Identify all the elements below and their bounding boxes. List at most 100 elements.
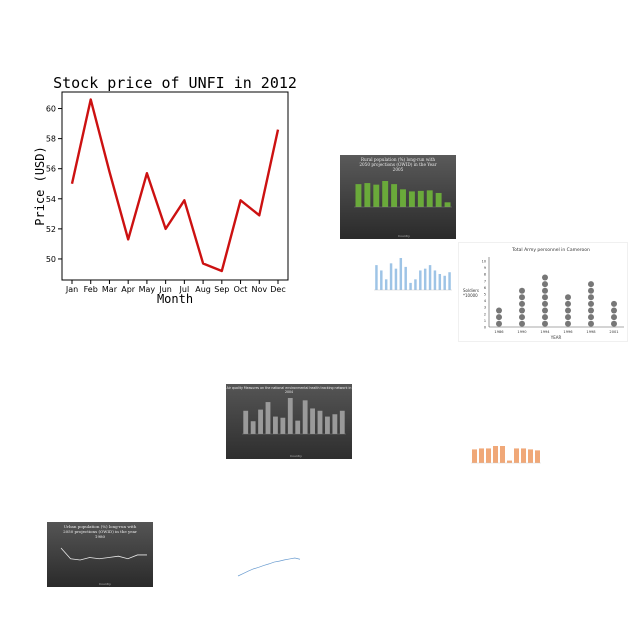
- x-tick-label: Sep: [214, 285, 229, 294]
- thumb-army-xtick: 1998: [586, 330, 596, 334]
- thumb-rural-xlabel: Country: [398, 234, 410, 238]
- thumb-army-xtick: 1990: [517, 330, 527, 334]
- thumb-air-quality: Air quality Measures on the national env…: [226, 384, 352, 459]
- thumb-blue-bar: [443, 275, 446, 290]
- thumb-army-ytick: 5: [484, 293, 486, 297]
- y-tick-label: 52: [46, 225, 56, 234]
- thumb-army-ytick: 7: [484, 279, 486, 283]
- x-axis-label: Month: [157, 292, 193, 306]
- main-plot-frame: [61, 91, 289, 281]
- thumb-air-title-2: 2004: [285, 390, 293, 394]
- thumb-army-dot: [588, 320, 594, 327]
- x-tick-label: Dec: [270, 285, 285, 294]
- thumb-air-bar: [265, 402, 271, 434]
- thumb-air-bar: [287, 398, 293, 434]
- thumb-rural-title-3: 2005: [393, 167, 404, 172]
- thumb-army-ytick: 3: [484, 306, 486, 310]
- thumb-orange-bar: [479, 448, 484, 463]
- thumb-army-dot: [542, 300, 548, 307]
- thumb-army-ytick: 4: [484, 299, 486, 303]
- thumb-army-dot: [588, 307, 594, 314]
- thumb-army-dot: [565, 294, 571, 301]
- thumb-army-dot: [542, 281, 548, 288]
- thumb-blue-bar: [419, 270, 422, 290]
- thumb-orange-bar: [528, 449, 533, 463]
- thumb-army-xtick: 2001: [609, 330, 618, 334]
- thumb-rural-bar: [408, 191, 415, 207]
- thumb-blue-bar: [448, 272, 451, 290]
- x-tick-label: Jul: [179, 285, 190, 294]
- thumb-army-dot: [565, 300, 571, 307]
- thumb-army-dot: [496, 314, 502, 321]
- thumb-air-bar: [302, 400, 308, 434]
- thumb-air-quality-chart: Air quality Measures on the national env…: [227, 386, 352, 458]
- thumb-blue-bar: [384, 279, 388, 290]
- thumb-air-bar: [273, 416, 278, 434]
- y-tick-label: 56: [46, 165, 56, 174]
- thumb-army-dot: [519, 314, 525, 321]
- thumb-orange-bar: [514, 448, 519, 463]
- thumb-rural-bar: [382, 181, 389, 207]
- thumb-rural-bar: [355, 184, 362, 207]
- thumb-urban-xlabel: Country: [99, 582, 111, 586]
- thumb-rural-bar: [417, 190, 424, 207]
- thumb-orange-bars: [463, 430, 543, 480]
- thumb-blue-bar: [399, 258, 403, 290]
- x-tick-label: May: [139, 285, 156, 294]
- thumb-urban-title-3: 1980: [95, 534, 106, 539]
- thumb-rural-bar: [400, 189, 406, 207]
- thumb-air-title-1: Air quality Measures on the national env…: [227, 386, 352, 390]
- thumb-rural-bar: [435, 192, 442, 207]
- thumb-rural-bar: [444, 202, 451, 207]
- thumb-air-bar: [243, 410, 249, 434]
- thumb-rural-bar: [391, 184, 398, 207]
- thumb-rural-population-chart: Rural population (%) long-run with 2050 …: [354, 157, 452, 238]
- x-tick-label: Jan: [65, 285, 78, 294]
- thumb-blue-bar: [389, 263, 393, 290]
- thumb-urban-population-chart: Urban population (%) long-run with 2050 …: [60, 524, 147, 586]
- x-tick-label: Jun: [158, 285, 172, 294]
- thumb-urban-title-1: Urban population (%) long-run with: [64, 524, 137, 529]
- thumb-orange-bar: [493, 446, 498, 463]
- thumb-air-bar: [317, 410, 323, 434]
- thumb-blue-bar: [394, 268, 398, 290]
- thumb-blue-line-chart: [237, 557, 301, 577]
- thumb-army-dot: [611, 307, 617, 314]
- thumb-urban-population: Urban population (%) long-run with 2050 …: [47, 522, 153, 587]
- y-tick-label: 58: [46, 135, 56, 144]
- thumb-air-bar: [339, 410, 345, 434]
- y-tick-label: 50: [46, 255, 56, 264]
- thumb-army-dot: [542, 287, 548, 294]
- thumb-army-dot: [542, 274, 548, 281]
- thumb-air-bar: [258, 409, 263, 434]
- thumb-blue-bar: [404, 266, 407, 290]
- thumb-urban-line: [60, 547, 147, 561]
- thumb-orange-bar: [486, 448, 491, 463]
- thumb-army-ytick: 9: [484, 266, 486, 270]
- thumb-army-dot: [496, 320, 502, 327]
- thumb-army-personnel-chart: Total Army personnel in Cameroon Soldier…: [463, 247, 624, 340]
- thumb-army-ylabel-2: *10000: [463, 293, 478, 298]
- thumb-urban-title-2: 2050 projections (OWID) in the year: [63, 529, 137, 534]
- y-tick-label: 60: [46, 105, 56, 114]
- x-tick-label: Apr: [121, 285, 136, 294]
- thumb-blue-bars: [362, 252, 456, 302]
- thumb-army-dot: [588, 287, 594, 294]
- thumb-army-dot: [519, 300, 525, 307]
- thumb-blue-bar: [428, 265, 432, 290]
- x-tick-label: Oct: [234, 285, 248, 294]
- thumb-army-dot: [496, 307, 502, 314]
- y-axis-label: Price (USD): [33, 146, 47, 225]
- thumb-blue-bars-chart: [374, 258, 452, 291]
- thumb-blue-line-series: [237, 557, 301, 577]
- thumb-army-xtick: 1986: [494, 330, 504, 334]
- thumb-army-xtick: 1996: [563, 330, 573, 334]
- thumb-army-ytick: 2: [484, 312, 486, 316]
- thumb-army-dot: [565, 307, 571, 314]
- thumb-rural-population: Rural population (%) long-run with 2050 …: [340, 155, 456, 239]
- thumb-orange-bar: [472, 449, 477, 463]
- thumb-blue-bar: [423, 268, 427, 290]
- y-tick-label: 54: [46, 195, 56, 204]
- thumb-rural-bar: [373, 184, 380, 207]
- thumb-army-dot: [542, 320, 548, 327]
